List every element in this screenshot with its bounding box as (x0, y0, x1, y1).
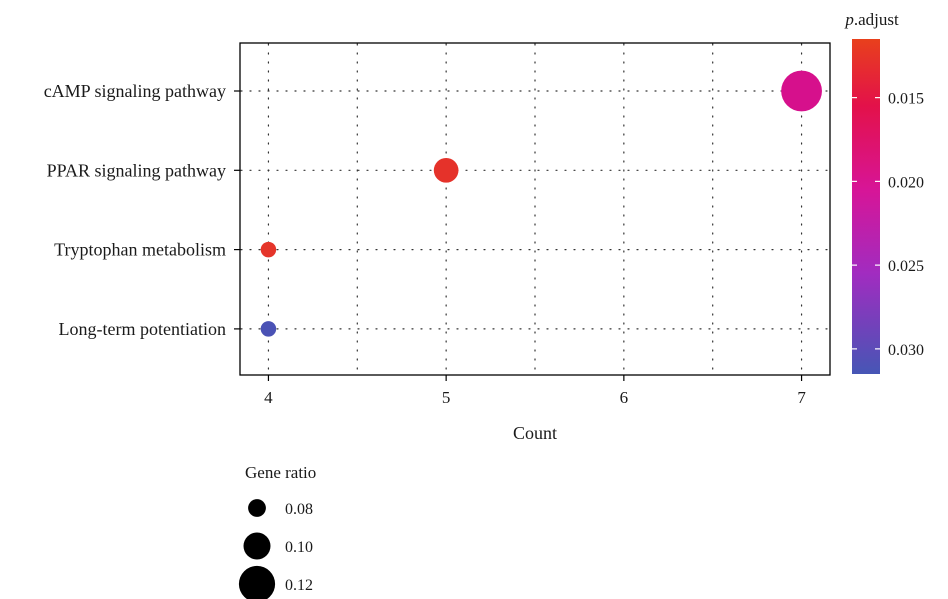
size-legend-label-0.12: 0.12 (285, 577, 313, 594)
y-axis: cAMP signaling pathway PPAR signaling pat… (44, 81, 240, 339)
color-legend-title-italic: p (844, 10, 854, 29)
size-legend-label-0.10: 0.10 (285, 539, 313, 556)
size-legend-circle-0.10 (243, 532, 271, 560)
x-tick-label-6: 6 (620, 388, 629, 407)
data-points (260, 70, 822, 337)
x-axis: 4 5 6 7 (264, 375, 806, 407)
color-legend: p.adjust 0.015 0.020 0.025 0.030 (844, 10, 924, 374)
color-legend-bar (852, 39, 880, 374)
x-tick-label-5: 5 (442, 388, 451, 407)
point-camp-signaling-pathway (781, 70, 822, 112)
y-tick-label-tryptophan-metabolism: Tryptophan metabolism (54, 240, 226, 260)
size-legend-label-0.08: 0.08 (285, 501, 313, 518)
color-legend-label-0.030: 0.030 (888, 342, 924, 359)
color-legend-title-rest: .adjust (854, 10, 899, 29)
size-legend-title: Gene ratio (245, 463, 316, 482)
size-legend: Gene ratio 0.08 0.10 0.12 (238, 463, 316, 599)
color-legend-label-0.020: 0.020 (888, 174, 924, 191)
size-legend-circle-0.12 (238, 565, 276, 599)
x-tick-label-7: 7 (797, 388, 806, 407)
point-long-term-potentiation (260, 321, 277, 337)
x-axis-title: Count (513, 423, 557, 443)
size-legend-circle-0.08 (248, 499, 266, 517)
color-legend-title: p.adjust (844, 10, 899, 29)
point-tryptophan-metabolism (260, 241, 277, 258)
y-tick-label-long-term-potentiation: Long-term potentiation (59, 319, 226, 339)
color-legend-label-0.025: 0.025 (888, 258, 924, 275)
gridlines (240, 43, 830, 375)
plot-panel (239, 42, 831, 376)
y-tick-label-ppar-signaling-pathway: PPAR signaling pathway (47, 160, 226, 180)
y-tick-label-camp-signaling-pathway: cAMP signaling pathway (44, 81, 226, 101)
point-ppar-signaling-pathway (433, 157, 459, 183)
x-tick-label-4: 4 (264, 388, 273, 407)
color-legend-label-0.015: 0.015 (888, 91, 924, 108)
